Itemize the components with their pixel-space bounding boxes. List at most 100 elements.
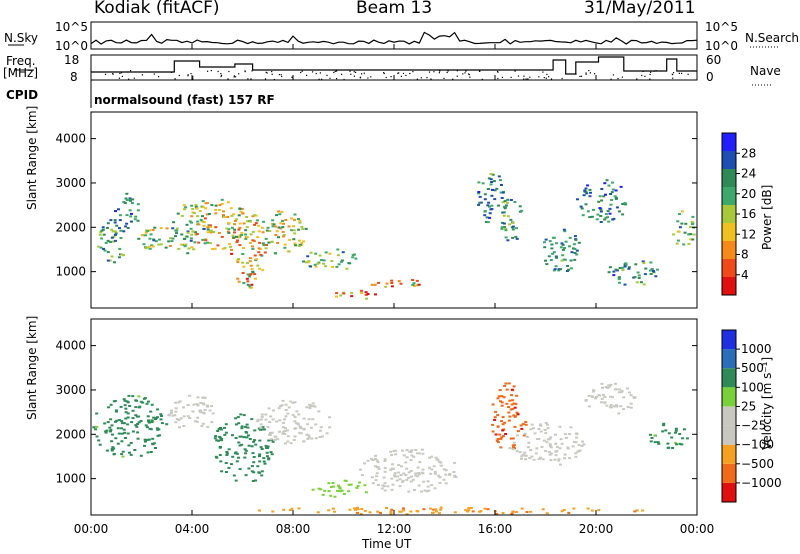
- nave-dot: [233, 76, 235, 78]
- nave-dot: [271, 73, 273, 75]
- heatmap-cell: [299, 427, 303, 430]
- nave-dot: [281, 75, 283, 78]
- heatmap-cell: [588, 195, 592, 198]
- heatmap-cell: [180, 243, 184, 246]
- heatmap-cell: [539, 424, 543, 427]
- heatmap-cell: [407, 490, 411, 493]
- heatmap-cell: [503, 384, 507, 387]
- heatmap-cell: [191, 410, 195, 413]
- heatmap-cell: [622, 408, 626, 411]
- heatmap-cell: [270, 431, 274, 434]
- heatmap-cell: [330, 266, 334, 268]
- heatmap-cell: [411, 283, 415, 286]
- heatmap-cell: [306, 437, 310, 440]
- heatmap-cell: [216, 244, 220, 247]
- x-tick-label: 12:00: [377, 522, 412, 536]
- heatmap-cell: [120, 427, 123, 430]
- heatmap-cell: [641, 509, 645, 512]
- nave-dot: [692, 70, 694, 72]
- heatmap-cell: [113, 239, 117, 242]
- heatmap-cell: [297, 218, 300, 220]
- heatmap-cell: [235, 241, 239, 244]
- nave-dot: [291, 76, 293, 78]
- heatmap-cell: [311, 488, 315, 491]
- heatmap-cell: [423, 489, 427, 492]
- heatmap-cell: [137, 395, 141, 398]
- heatmap-cell: [240, 425, 244, 428]
- heatmap-cell: [290, 217, 293, 220]
- heatmap-cell: [511, 399, 515, 402]
- heatmap-cell: [264, 247, 268, 250]
- heatmap-cell: [279, 227, 283, 230]
- heatmap-cell: [188, 220, 192, 223]
- heatmap-cell: [505, 388, 509, 391]
- y-tick-label: 4000: [55, 339, 86, 353]
- heatmap-cell: [444, 469, 448, 472]
- heatmap-cell: [360, 289, 363, 292]
- heatmap-cell: [110, 424, 114, 427]
- heatmap-cell: [237, 236, 241, 239]
- heatmap-cell: [251, 270, 255, 273]
- heatmap-cell: [524, 423, 528, 426]
- heatmap-cell: [155, 427, 159, 430]
- heatmap-cell: [95, 425, 99, 428]
- heatmap-cell: [250, 418, 254, 421]
- heatmap-cell: [120, 432, 124, 435]
- heatmap-cell: [333, 510, 337, 513]
- heatmap-cell: [267, 407, 271, 410]
- heatmap-cell: [174, 407, 178, 410]
- heatmap-cell: [147, 400, 150, 403]
- heatmap-cell: [203, 242, 207, 245]
- nave-dot: [412, 71, 414, 73]
- heatmap-cell: [515, 411, 519, 414]
- heatmap-cell: [573, 252, 577, 254]
- heatmap-cell: [496, 397, 500, 400]
- heatmap-cell: [269, 451, 273, 454]
- heatmap-cell: [644, 267, 648, 270]
- heatmap-cell: [505, 201, 509, 204]
- heatmap-cell: [516, 430, 520, 433]
- heatmap-cell: [556, 445, 559, 448]
- nave-dot: [525, 78, 527, 80]
- heatmap-cell: [555, 256, 558, 259]
- nave-dot: [334, 70, 336, 72]
- heatmap-cell: [134, 414, 138, 417]
- heatmap-cell: [335, 265, 339, 268]
- heatmap-cell: [216, 439, 220, 442]
- heatmap-cell: [497, 395, 501, 398]
- heatmap-cell: [227, 221, 231, 224]
- heatmap-cell: [410, 475, 413, 478]
- heatmap-cell: [624, 262, 628, 265]
- heatmap-cell: [282, 222, 285, 225]
- heatmap-cell: [609, 395, 613, 398]
- heatmap-cell: [284, 219, 288, 221]
- heatmap-cell: [262, 220, 266, 223]
- heatmap-cell: [594, 397, 597, 400]
- heatmap-cell: [246, 426, 250, 429]
- heatmap-cell: [628, 391, 631, 394]
- heatmap-cell: [110, 228, 114, 231]
- heatmap-cell: [203, 408, 207, 411]
- heatmap-cell: [523, 451, 527, 454]
- heatmap-cell: [621, 213, 625, 216]
- heatmap-cell: [453, 461, 457, 464]
- heatmap-cell: [146, 438, 150, 441]
- heatmap-cell: [415, 284, 419, 287]
- heatmap-cell: [486, 508, 490, 511]
- heatmap-cell: [114, 409, 118, 412]
- nave-dot: [353, 71, 355, 73]
- heatmap-cell: [297, 245, 301, 247]
- nave-dot: [319, 72, 321, 74]
- heatmap-cell: [158, 434, 162, 437]
- heatmap-cell: [339, 294, 343, 297]
- heatmap-cell: [137, 415, 141, 418]
- heatmap-cell: [129, 442, 133, 444]
- heatmap-cell: [337, 263, 341, 266]
- heatmap-cell: [235, 235, 238, 238]
- heatmap-cell: [151, 437, 155, 440]
- nave-dot: [497, 77, 499, 80]
- heatmap-cell: [240, 443, 244, 446]
- heatmap-cell: [123, 437, 127, 439]
- heatmap-cell: [191, 208, 195, 210]
- heatmap-cell: [291, 401, 295, 404]
